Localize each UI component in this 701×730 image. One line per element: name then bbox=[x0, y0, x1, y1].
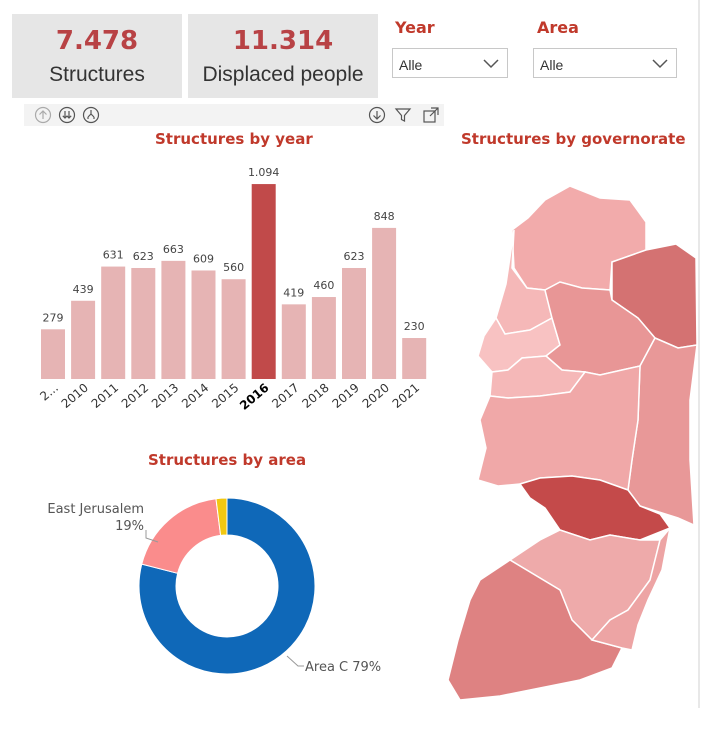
kpi-card-structures[interactable]: 7.478 Structures bbox=[12, 14, 182, 98]
visual-toolbar bbox=[24, 104, 444, 126]
bar-value-label: 848 bbox=[374, 210, 395, 223]
area-slicer-title: Area bbox=[537, 18, 579, 37]
map-region-hebron[interactable] bbox=[447, 559, 624, 701]
x-tick-label: 2017 bbox=[269, 381, 301, 411]
year-dropdown-value: Alle bbox=[399, 57, 423, 73]
map-title: Structures by governorate bbox=[461, 130, 686, 148]
bar-value-label: 279 bbox=[43, 311, 64, 324]
bar-value-label: 460 bbox=[313, 279, 334, 292]
x-tick-label: 2010 bbox=[59, 381, 91, 411]
map-region-ramallah[interactable] bbox=[477, 365, 641, 492]
kpi-structures-value: 7.478 bbox=[55, 26, 139, 56]
map-region-hebron-east[interactable] bbox=[590, 525, 672, 651]
bar-value-label: 230 bbox=[404, 320, 425, 333]
bar-2017[interactable] bbox=[281, 304, 306, 379]
bar-2014[interactable] bbox=[191, 270, 216, 379]
filter-icon[interactable] bbox=[394, 106, 412, 124]
kpi-displaced-value: 11.314 bbox=[232, 26, 334, 56]
kpi-card-displaced[interactable]: 11.314 Displaced people bbox=[188, 14, 378, 98]
bar-2016[interactable] bbox=[251, 184, 276, 379]
bar-value-label: 560 bbox=[223, 261, 244, 274]
donut-slice-area-c[interactable] bbox=[138, 497, 316, 675]
bar-value-label: 663 bbox=[163, 243, 184, 256]
donut-label-east-jerusalem: East Jerusalem bbox=[47, 502, 144, 517]
chevron-down-icon bbox=[483, 59, 499, 69]
bar-2012[interactable] bbox=[131, 267, 156, 379]
report-edge bbox=[698, 0, 700, 708]
drill-down-all-icon[interactable] bbox=[58, 106, 76, 124]
bar-value-label: 609 bbox=[193, 252, 214, 265]
year-slicer-title: Year bbox=[395, 18, 435, 37]
bar-value-label: 623 bbox=[344, 250, 365, 263]
bar-value-label: 419 bbox=[283, 286, 304, 299]
focus-mode-icon[interactable] bbox=[422, 106, 440, 124]
drill-down-mode-icon[interactable] bbox=[368, 106, 386, 124]
x-tick-label: 2020 bbox=[360, 381, 392, 411]
donut-chart-title: Structures by area bbox=[148, 451, 307, 469]
donut-slice-other[interactable] bbox=[215, 497, 228, 536]
leader-line bbox=[145, 530, 159, 543]
x-tick-label: 2021 bbox=[390, 381, 422, 411]
governorate-map bbox=[447, 185, 698, 701]
donut-pct-east-jerusalem: 19% bbox=[115, 519, 144, 534]
bar-value-label: 439 bbox=[73, 283, 94, 296]
area-dropdown-value: Alle bbox=[540, 57, 564, 73]
bar-2...[interactable] bbox=[41, 329, 65, 379]
x-tick-label: 2019 bbox=[330, 381, 362, 411]
leader-line bbox=[286, 655, 304, 667]
kpi-structures-label: Structures bbox=[49, 63, 145, 86]
donut-slice-east-jerusalem[interactable] bbox=[141, 498, 222, 574]
bar-chart: 2792...439201063120116232012663201360920… bbox=[37, 166, 427, 413]
bar-value-label: 1.094 bbox=[248, 166, 280, 179]
area-dropdown[interactable]: Alle bbox=[533, 48, 677, 78]
x-tick-label: 2015 bbox=[209, 381, 241, 411]
kpi-displaced-label: Displaced people bbox=[202, 63, 364, 86]
x-tick-label: 2013 bbox=[149, 381, 181, 411]
bar-2021[interactable] bbox=[402, 338, 427, 379]
bar-2019[interactable] bbox=[342, 267, 366, 379]
bar-2020[interactable] bbox=[372, 227, 397, 379]
bar-2011[interactable] bbox=[101, 266, 126, 379]
x-tick-label: 2018 bbox=[299, 381, 331, 411]
x-tick-label: 2011 bbox=[89, 381, 121, 411]
x-tick-label: 2014 bbox=[179, 381, 211, 411]
expand-hierarchy-icon[interactable] bbox=[82, 106, 100, 124]
x-tick-label: 2012 bbox=[119, 381, 151, 411]
year-dropdown[interactable]: Alle bbox=[392, 48, 508, 78]
chevron-down-icon bbox=[652, 59, 668, 69]
bar-2010[interactable] bbox=[71, 300, 96, 379]
bar-chart-title: Structures by year bbox=[155, 130, 313, 148]
bar-value-label: 623 bbox=[133, 250, 154, 263]
bar-2018[interactable] bbox=[311, 297, 336, 379]
bar-2013[interactable] bbox=[161, 260, 186, 379]
bar-value-label: 631 bbox=[103, 249, 124, 262]
donut-chart: East Jerusalem 19% Area C 79% bbox=[47, 497, 381, 675]
x-tick-label: 2016 bbox=[237, 381, 272, 413]
donut-label-area-c: Area C 79% bbox=[305, 660, 381, 675]
bar-2015[interactable] bbox=[221, 279, 246, 379]
drill-up-icon[interactable] bbox=[34, 106, 52, 124]
